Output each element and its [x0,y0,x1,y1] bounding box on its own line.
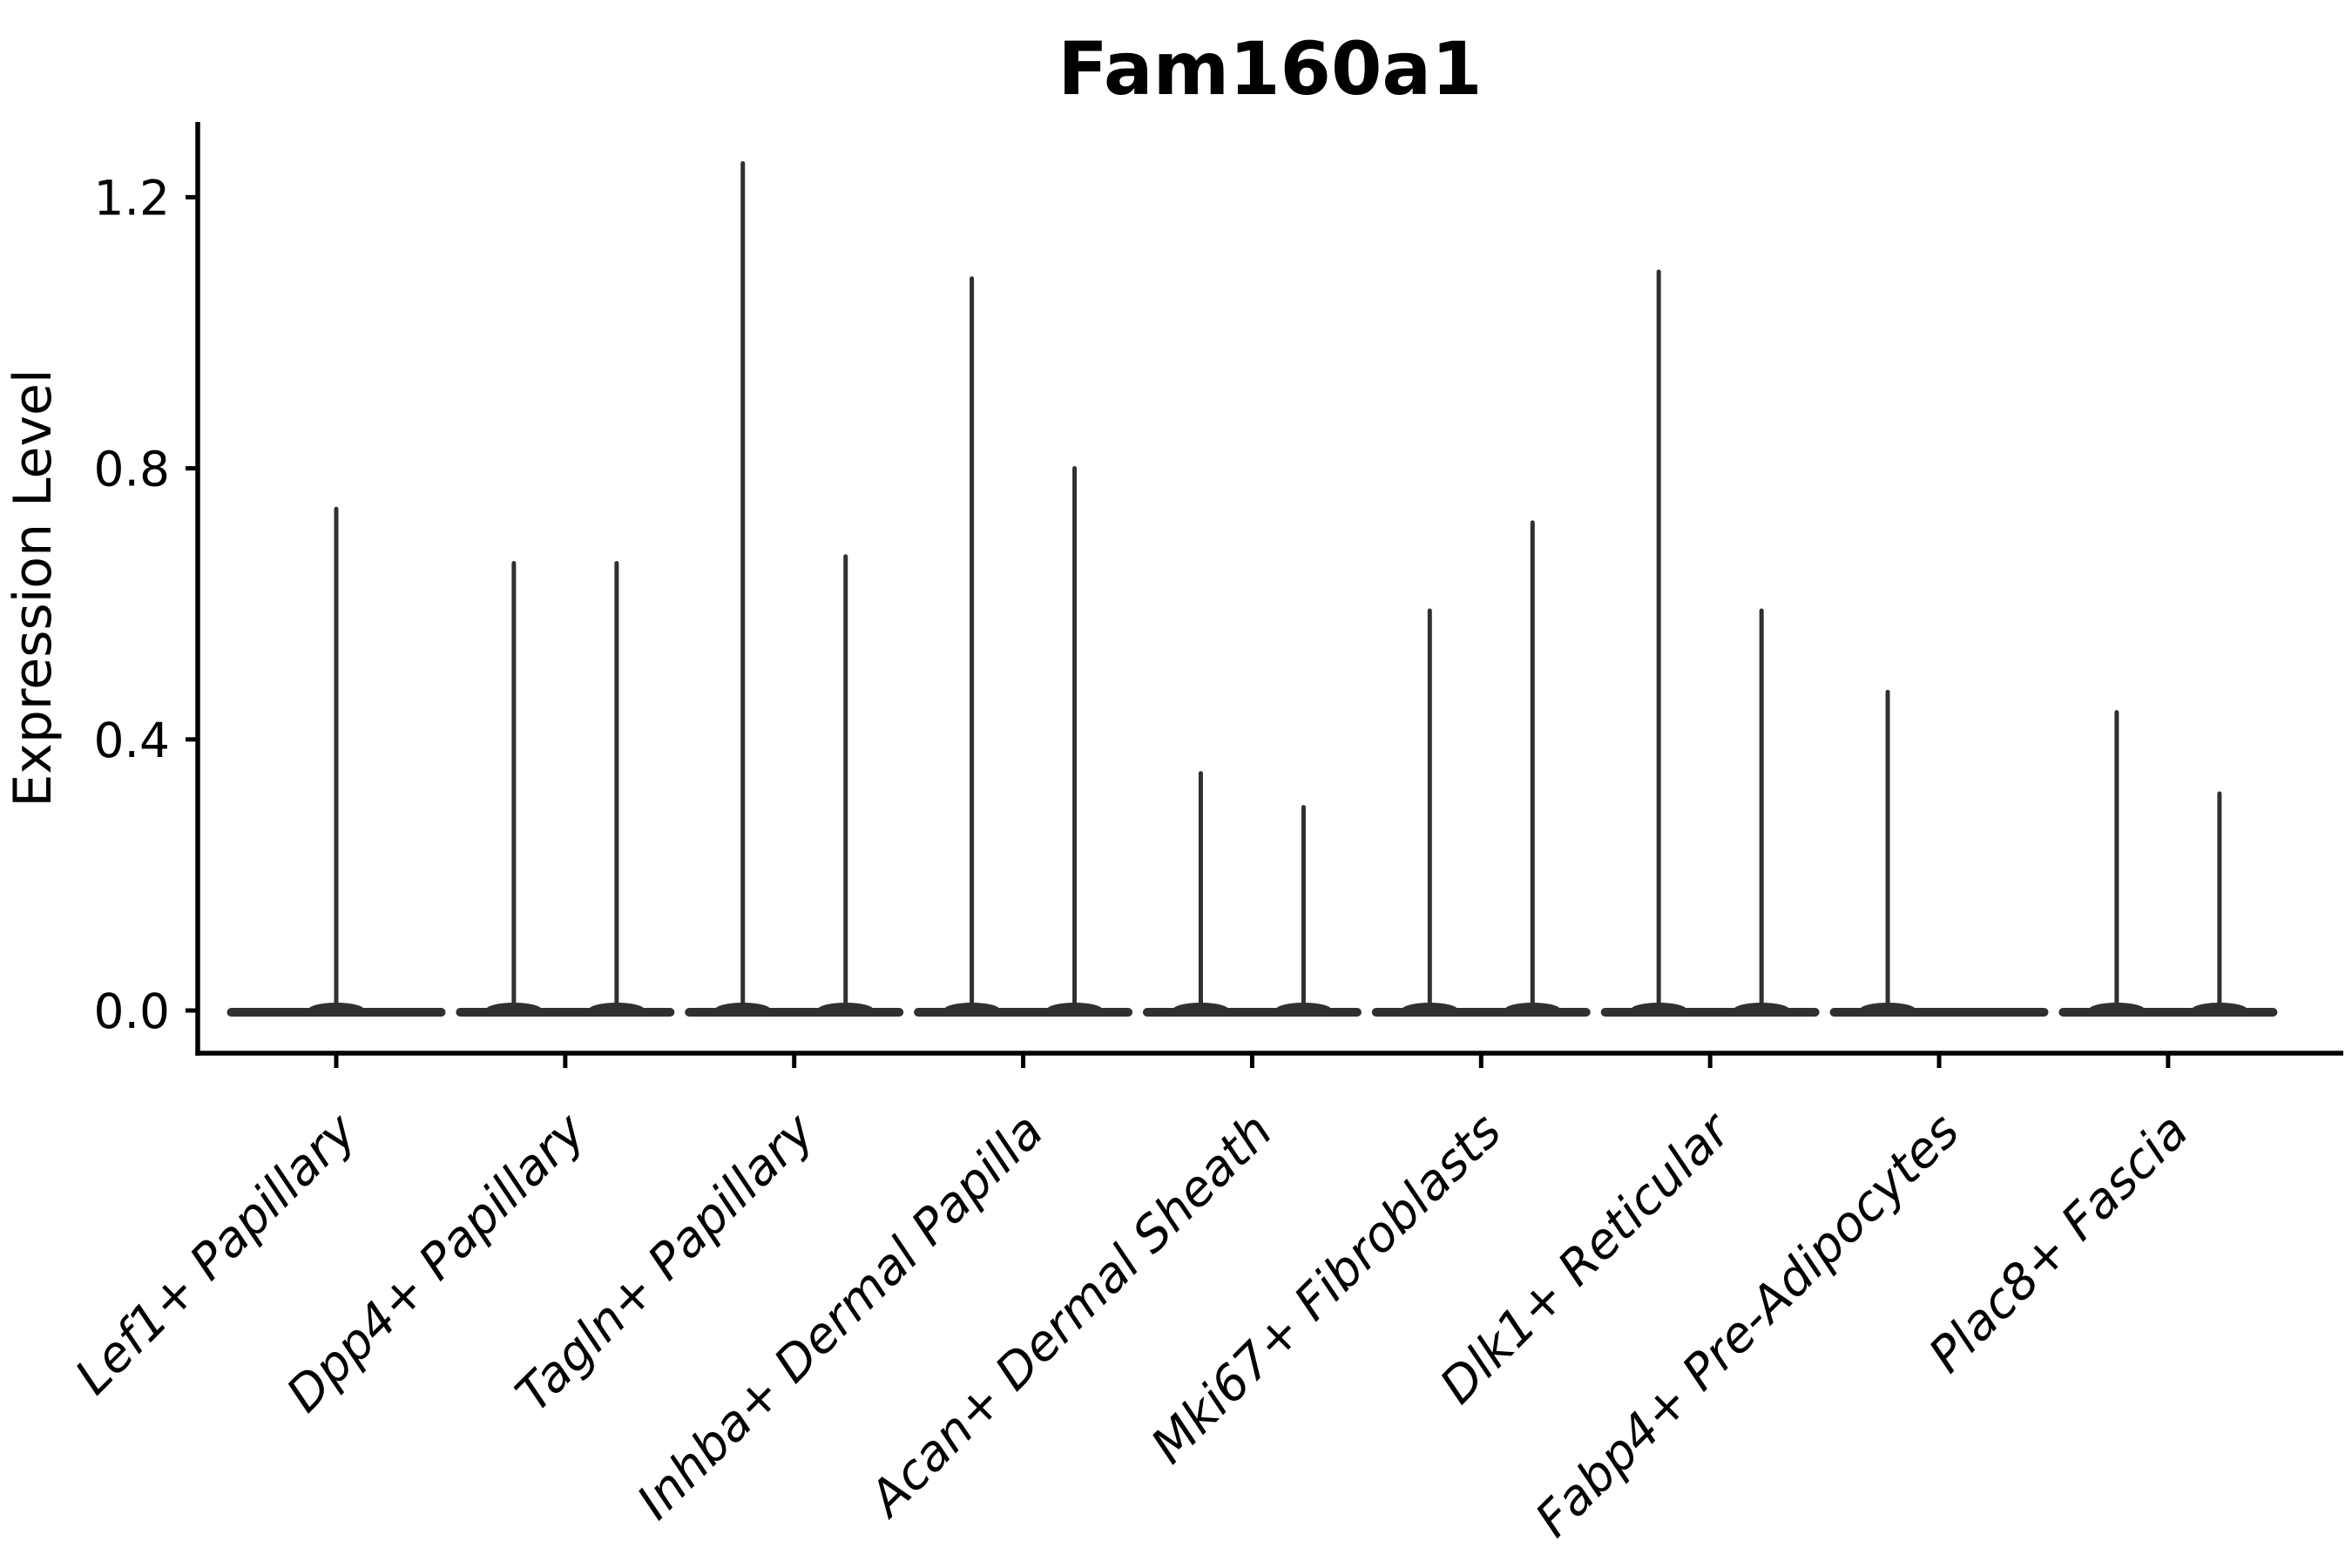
x-tick-label: Inhba+ Dermal Papilla [626,1103,1054,1531]
violin [1371,520,1591,1017]
violin [685,161,904,1017]
chart-title: Fam160a1 [1058,26,1482,112]
violin [1142,771,1362,1017]
violin [1600,269,1820,1017]
y-tick-label: 0.0 [94,983,170,1039]
violin [914,276,1133,1017]
violin [1829,689,2049,1017]
x-tick-label: Acan+ Dermal Sheath [857,1103,1283,1529]
y-tick-label: 1.2 [94,170,170,226]
violin [456,561,675,1017]
y-tick-label: 0.8 [94,442,170,497]
x-tick-label: Fabp4+ Pre-Adipocytes [1525,1103,1970,1548]
violin [226,506,446,1017]
y-tick-label: 0.4 [94,713,170,768]
violin-layer [226,161,2278,1017]
violin [2058,710,2278,1017]
axes-layer [186,122,2343,1068]
y-axis-label: Expression Level [3,368,64,807]
